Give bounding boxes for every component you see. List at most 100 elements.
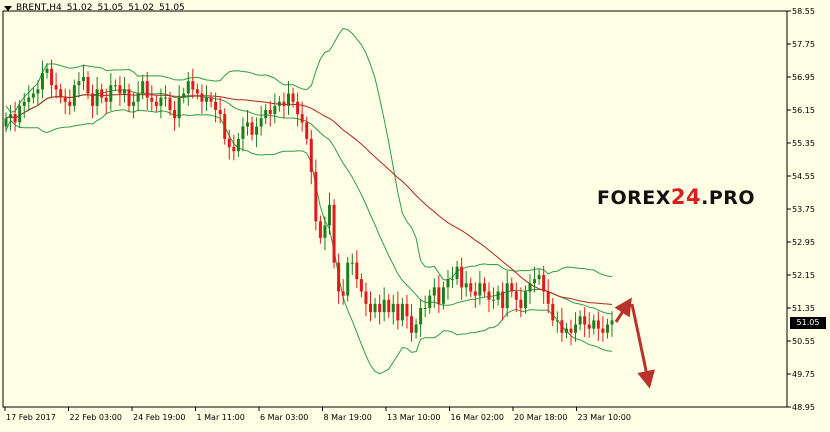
candle [100,83,104,104]
candle-body [22,101,26,106]
candle-body [40,72,44,90]
candle [277,95,281,112]
candle [574,312,578,342]
candle-body [223,114,227,139]
candle-body [236,138,240,152]
arrow-down-icon [630,303,655,389]
x-tick-label: 24 Feb 19:00 [133,413,185,422]
candle-body [473,291,477,296]
candle [104,88,108,115]
candle [533,266,537,293]
candle [136,81,140,111]
candle-body [451,279,455,281]
candle [141,75,145,100]
candle-body [86,77,90,94]
candle-body [72,85,76,106]
candle [560,308,564,342]
candle-body [574,324,578,333]
candle [241,117,245,152]
candle-body [241,126,245,139]
candle [113,79,117,92]
candle-body [104,97,108,102]
candle [9,105,13,131]
low-value: 51.02 [128,3,154,13]
candle-body [218,110,222,115]
candle [132,92,136,119]
candle [341,279,345,305]
candle [282,92,286,119]
candle [460,257,464,300]
y-tick-label: 51.35 [792,304,815,313]
candle-body [328,204,332,226]
candle [81,64,85,91]
candle-body [355,262,359,280]
x-tick-label: 1 Mar 11:00 [197,413,245,422]
y-tick-label: 56.15 [792,106,815,115]
candle-body [195,89,199,94]
candle-body [81,77,85,82]
candle [464,270,468,297]
candle [209,91,213,108]
candle-body [537,275,541,280]
x-tick-label: 6 Mar 03:00 [260,413,308,422]
candle [232,134,236,161]
candle-body [36,89,40,94]
candle-body [177,97,181,119]
candle-body [141,81,145,94]
candle [551,298,555,327]
candle [332,199,336,269]
candle-body [400,303,404,321]
candle-body [441,287,445,304]
candle [378,294,382,325]
candle [542,265,546,304]
candle [432,278,436,308]
close-value: 51.05 [159,3,185,13]
candle-body [341,291,345,296]
candle-body [492,299,496,301]
candle [223,108,227,145]
candle-body [560,320,564,333]
candle-body [13,114,17,123]
candle-body [569,328,573,333]
candle [350,253,354,275]
candle [72,79,76,112]
candle-body [200,93,204,102]
candle-body [359,279,363,292]
candle [410,303,414,342]
candle-body [364,291,368,304]
symbol-label: BRENT,H4 [16,3,62,13]
candle [259,105,263,136]
candle [36,80,40,106]
candle [168,91,172,116]
candle [186,72,190,106]
candle-body [9,114,13,119]
candle [482,277,486,298]
candle [364,282,368,317]
y-tick-label: 54.55 [792,172,815,181]
y-tick-label: 57.75 [792,40,815,49]
candle [391,294,395,325]
candle [227,129,231,160]
candle [300,101,304,132]
candle-body [446,279,450,288]
candle [218,97,222,124]
candle [496,285,500,306]
bollinger-upper-line [5,27,613,281]
candle [22,92,26,119]
candle-body [469,283,473,292]
candle-body [496,291,500,300]
candle [27,85,31,111]
candle-body [122,89,126,94]
candle [273,93,277,124]
y-tick-label: 58.55 [792,7,815,16]
candle-body [268,110,272,115]
candle [77,72,81,98]
candle-body [168,97,172,110]
candle [514,282,518,313]
candle [569,319,573,346]
x-tick-label: 16 Mar 02:00 [451,413,504,422]
candle-body [150,97,154,102]
candle [54,72,58,99]
bollinger-lower-line [5,109,613,375]
candle-body [50,68,54,86]
